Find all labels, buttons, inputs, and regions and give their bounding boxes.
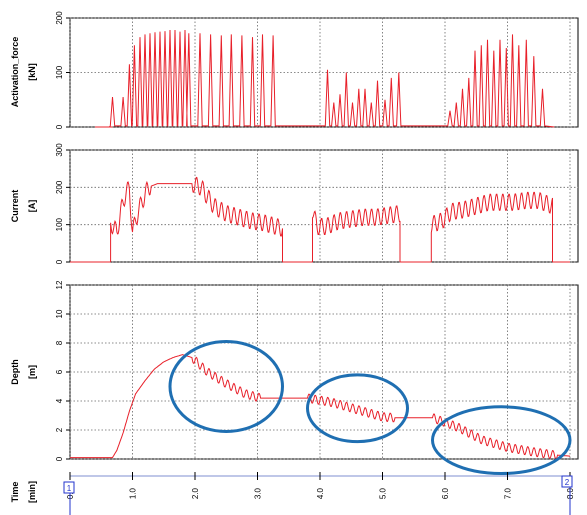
- y-tick-label: 6: [55, 369, 64, 374]
- activation-force-axis-label: Activation_force: [10, 37, 20, 108]
- current-line-segment: [312, 205, 401, 262]
- time-panel: Time [min] 0.01.02.03.04.05.06.07.08.0 1…: [10, 461, 578, 515]
- activation-force-series: [95, 29, 555, 128]
- current-grid: [69, 149, 578, 263]
- y-tick-label: 100: [55, 65, 64, 79]
- y-tick-label: 100: [55, 217, 64, 231]
- y-tick-label: 0: [55, 124, 64, 129]
- activation-force-line: [109, 29, 555, 128]
- depth-y-ticks: 0 2 4 6 8 10 12: [55, 280, 70, 461]
- activation-force-panel: 0 100 200 Activation_force [kN]: [10, 11, 579, 129]
- y-tick-label: 8: [55, 340, 64, 345]
- x-tick-label: 4.0: [316, 487, 325, 499]
- highlight-ellipse: [306, 373, 409, 444]
- y-tick-label: 0: [55, 259, 64, 264]
- y-tick-label: 2: [55, 427, 64, 432]
- current-panel: 0 100 200 300 Current [A]: [10, 143, 579, 264]
- time-range-markers[interactable]: 12: [63, 475, 573, 515]
- depth-line: [70, 354, 570, 459]
- depth-axis-label: Depth: [10, 359, 20, 385]
- activation-force-grid: [69, 17, 578, 128]
- activation-force-unit-label: [kN]: [27, 63, 37, 81]
- current-axis-label: Current: [10, 190, 20, 223]
- highlight-ellipse: [168, 340, 284, 433]
- y-tick-label: 300: [55, 143, 64, 157]
- y-tick-label: 4: [55, 398, 64, 403]
- x-tick-label: 1.0: [129, 487, 138, 499]
- y-tick-label: 0: [55, 456, 64, 461]
- time-axis-label: Time: [10, 482, 20, 503]
- x-tick-label: 2.0: [191, 487, 200, 499]
- x-tick-label: 5.0: [379, 487, 388, 499]
- marker-box: [63, 481, 75, 494]
- current-y-ticks: 0 100 200 300: [55, 143, 70, 264]
- depth-panel: 0 2 4 6 8 10 12 Depth [m]: [10, 280, 579, 475]
- time-marker-1[interactable]: 1: [63, 481, 75, 515]
- highlight-ellipse: [431, 405, 572, 475]
- y-tick-label: 10: [55, 309, 64, 318]
- current-plot-area: [69, 149, 579, 263]
- x-tick-label: 7.0: [504, 487, 513, 499]
- y-tick-label: 200: [55, 11, 64, 25]
- y-tick-label: 200: [55, 180, 64, 194]
- marker-label: 2: [565, 478, 570, 487]
- highlight-ellipses: [168, 340, 572, 475]
- x-tick-label: 3.0: [254, 487, 263, 499]
- marker-box: [561, 475, 573, 488]
- time-unit-label: [min]: [27, 481, 37, 503]
- activation-force-y-ticks: 0 100 200: [55, 11, 70, 129]
- depth-unit-label: [m]: [27, 365, 37, 379]
- depth-series: [70, 354, 570, 459]
- current-line-segment: [430, 191, 553, 262]
- current-line-segment: [110, 176, 283, 262]
- time-marker-2[interactable]: 2: [561, 475, 573, 515]
- y-tick-label: 12: [55, 280, 64, 289]
- marker-label: 1: [67, 484, 72, 493]
- time-axis-area: [70, 461, 578, 515]
- x-tick-label: 6.0: [441, 487, 450, 499]
- current-series: [70, 176, 570, 263]
- current-unit-label: [A]: [27, 200, 37, 213]
